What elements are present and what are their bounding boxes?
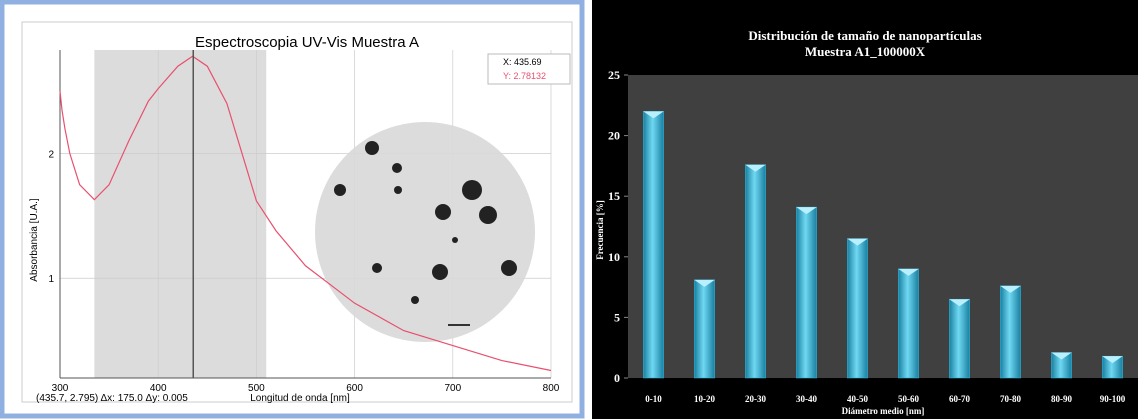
tem-particle <box>462 180 482 200</box>
x-tick-label: 90-100 <box>1100 394 1126 404</box>
y-tick-label: 2 <box>48 150 54 161</box>
x-axis-label: Diámetro medio [nm] <box>842 406 925 416</box>
y-tick-label: 10 <box>608 250 620 264</box>
tem-particle <box>411 296 419 304</box>
highlight-region <box>94 50 266 378</box>
x-tick-label: 0-10 <box>645 394 662 404</box>
x-tick-label: 20-30 <box>745 394 766 404</box>
tem-particle <box>435 204 451 220</box>
x-tick-label: 10-20 <box>694 394 715 404</box>
bar <box>745 165 765 378</box>
x-tick-label: 70-80 <box>1000 394 1021 404</box>
tem-particle <box>452 237 458 243</box>
bar <box>694 280 714 378</box>
x-tick-label: 30-40 <box>796 394 817 404</box>
tem-particle <box>501 260 517 276</box>
tem-particle <box>479 206 497 224</box>
tooltip-x: X: 435.69 <box>503 57 542 67</box>
tooltip-y: Y: 2.78132 <box>503 71 546 81</box>
tem-particle <box>334 184 346 196</box>
y-axis-label: Absorbancia [U.A.] <box>29 198 40 282</box>
chart-title: Muestra A1_100000X <box>805 44 926 59</box>
x-tick-label: 700 <box>444 383 461 394</box>
y-tick-label: 25 <box>608 68 620 82</box>
figure: 30040050060070080012Espectroscopia UV-Vi… <box>0 0 1138 419</box>
x-tick-label: 50-60 <box>898 394 919 404</box>
tem-particle <box>432 264 448 280</box>
status-text: (435.7, 2.795) Δx: 175.0 Δy: 0.005 <box>36 393 188 404</box>
tem-disc <box>315 122 535 342</box>
tem-particle <box>365 141 379 155</box>
tem-particle <box>394 186 402 194</box>
chart-title: Espectroscopia UV-Vis Muestra A <box>195 34 419 51</box>
x-axis-label: Longitud de onda [nm] <box>250 393 350 404</box>
y-tick-label: 15 <box>608 189 620 203</box>
tem-particle <box>392 163 402 173</box>
tem-particle <box>372 263 382 273</box>
bar <box>643 111 663 378</box>
bar <box>1000 286 1020 378</box>
bar <box>898 269 918 378</box>
page: {"chart_data": [ {"type": "line", "title… <box>0 0 1138 419</box>
y-tick-label: 20 <box>608 129 620 143</box>
x-tick-label: 60-70 <box>949 394 970 404</box>
tem-image <box>315 122 535 342</box>
y-tick-label: 1 <box>48 274 54 285</box>
bar <box>949 299 969 378</box>
histogram-panel: 0 5 10 15 20 25 0-10 10-20 20-30 30-40 40-50 50-60 6… <box>592 0 1138 419</box>
x-tick-label: 40-50 <box>847 394 868 404</box>
bar <box>796 207 816 378</box>
y-axis-label: Frecuencia [%] <box>595 200 605 260</box>
chart-title: Distribución de tamaño de nanopartículas <box>748 28 981 43</box>
y-tick-label: 5 <box>614 310 620 324</box>
bar <box>847 239 867 378</box>
y-tick-label: 0 <box>614 371 620 385</box>
x-tick-label: 80-90 <box>1051 394 1072 404</box>
x-tick-label: 800 <box>543 383 560 394</box>
